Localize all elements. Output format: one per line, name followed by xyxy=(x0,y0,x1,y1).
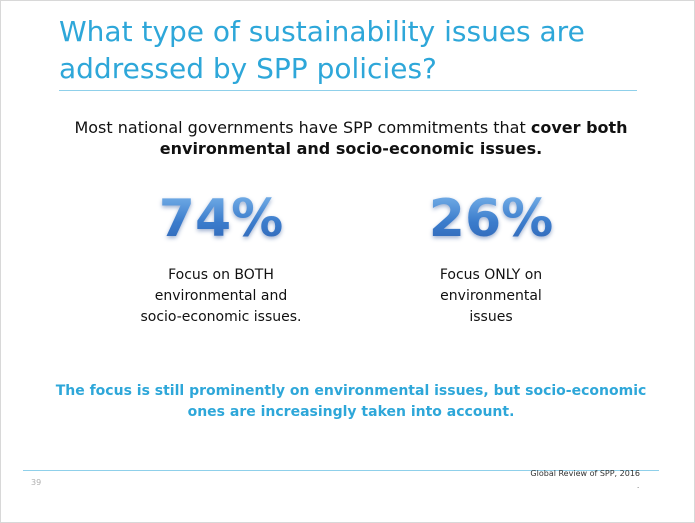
source-citation: Global Review of SPP, 2016 xyxy=(530,469,640,478)
stat-description-line: Focus on BOTH xyxy=(168,267,274,283)
title-divider xyxy=(59,90,637,91)
stat-description-line: Focus ONLY on xyxy=(439,267,543,283)
slide-title: What type of sustainability issues are a… xyxy=(59,15,585,85)
stat-environmental-only: 26% Focus ONLY on environmental issues xyxy=(391,189,591,328)
highlight-note: The focus is still prominently on enviro… xyxy=(55,383,647,420)
stat-both: 74% Focus on BOTH environmental and soci… xyxy=(121,189,321,328)
intro-plain-text: Most national governments have SPP commi… xyxy=(74,118,531,137)
intro-text: Most national governments have SPP commi… xyxy=(41,117,661,159)
stat-value-both: 74% xyxy=(121,189,321,249)
intro-bold-text: cover both environmental and socio-econo… xyxy=(159,118,628,158)
footer-divider xyxy=(23,470,659,471)
stat-description-both: Focus on BOTH environmental and socio-ec… xyxy=(121,265,321,328)
page-number: 39 xyxy=(31,478,42,487)
trailing-mark: . xyxy=(637,481,640,490)
stat-description-environmental-only: Focus ONLY on environmental issues xyxy=(391,265,591,328)
stat-description-line: environmental and xyxy=(154,288,288,304)
stat-description-line: socio-economic issues. xyxy=(140,309,302,325)
stat-description-line: environmental xyxy=(440,288,542,304)
stat-value-environmental-only: 26% xyxy=(391,189,591,249)
stat-description-line: issues xyxy=(469,309,513,325)
